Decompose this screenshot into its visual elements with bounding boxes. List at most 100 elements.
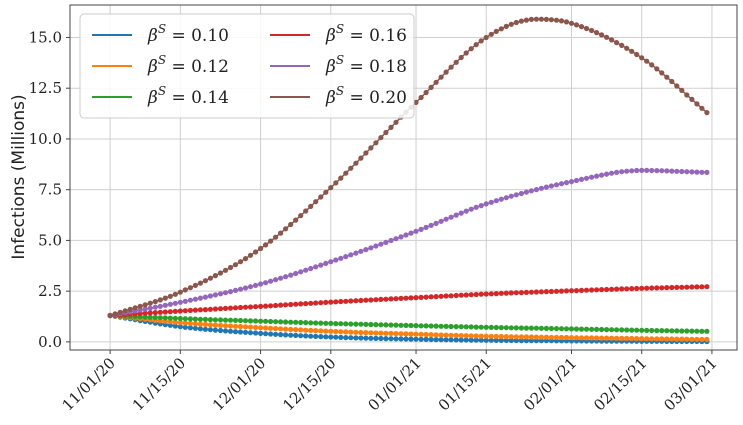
data-point	[589, 335, 595, 341]
data-point	[468, 292, 474, 298]
data-point	[368, 330, 374, 336]
data-point	[202, 278, 208, 284]
data-point	[358, 248, 364, 254]
data-point	[558, 288, 565, 294]
data-point	[207, 322, 213, 328]
y-tick-label: 15.0	[29, 28, 62, 46]
data-point	[157, 303, 163, 309]
legend: βS = 0.10 βS = 0.12 βS = 0.14 βS = 0.16 βS =…	[79, 13, 415, 119]
data-point	[172, 300, 178, 306]
data-point	[639, 336, 645, 342]
data-point	[463, 333, 469, 339]
data-point	[684, 284, 690, 290]
data-point	[689, 328, 695, 334]
legend-label: βS = 0.10	[147, 22, 229, 46]
data-point	[453, 337, 459, 343]
data-point	[664, 74, 670, 80]
x-tick-label: 01/01/21	[364, 354, 424, 414]
data-point	[573, 335, 580, 341]
data-point	[373, 330, 379, 336]
data-point	[338, 321, 344, 327]
x-tick-label: 11/01/20	[59, 354, 119, 414]
data-point	[694, 284, 700, 290]
data-point	[263, 303, 269, 309]
data-point	[513, 19, 519, 26]
data-point	[523, 17, 530, 23]
data-point	[488, 31, 494, 37]
data-point	[589, 27, 595, 34]
data-point	[308, 203, 314, 209]
legend-label: βS = 0.14	[147, 84, 229, 108]
data-point	[247, 304, 254, 310]
data-point	[242, 304, 249, 310]
data-point	[599, 335, 605, 341]
data-point	[408, 336, 414, 342]
data-point	[508, 337, 514, 344]
data-point	[679, 87, 685, 93]
data-point	[548, 17, 555, 23]
data-point	[247, 252, 254, 258]
data-point	[142, 302, 148, 308]
data-point	[669, 284, 675, 291]
data-point	[348, 165, 354, 171]
data-point	[308, 320, 314, 326]
data-point	[448, 337, 454, 343]
data-point	[563, 326, 570, 332]
data-point	[458, 54, 464, 61]
data-point	[258, 281, 264, 287]
data-point	[438, 74, 444, 80]
data-point	[543, 16, 550, 22]
data-point	[418, 336, 424, 342]
data-point	[253, 249, 259, 255]
data-point	[418, 294, 424, 300]
data-point	[694, 101, 700, 107]
data-point	[433, 79, 439, 85]
data-point	[127, 306, 133, 312]
data-point	[448, 332, 454, 338]
legend-label: βS = 0.18	[325, 53, 407, 77]
data-point	[388, 124, 394, 130]
data-point	[137, 311, 143, 317]
data-point	[679, 284, 685, 290]
data-point	[493, 324, 499, 331]
data-point	[288, 319, 294, 325]
data-point	[543, 289, 550, 295]
data-point	[122, 308, 128, 314]
data-point	[142, 310, 148, 316]
data-point	[488, 324, 494, 330]
data-point	[498, 325, 504, 331]
data-point	[448, 64, 454, 70]
data-point	[162, 315, 168, 321]
data-point	[443, 337, 449, 343]
data-point	[583, 326, 590, 332]
data-point	[222, 267, 229, 273]
data-point	[458, 210, 464, 216]
data-point	[147, 300, 153, 306]
data-point	[358, 297, 364, 304]
data-point	[654, 285, 660, 291]
data-point	[132, 305, 138, 311]
data-point	[473, 291, 479, 298]
data-point	[578, 326, 585, 332]
data-point	[318, 194, 324, 200]
data-point	[152, 304, 158, 310]
data-point	[649, 336, 655, 342]
data-point	[568, 288, 575, 294]
data-point	[333, 334, 339, 340]
data-point	[508, 334, 514, 340]
data-point	[253, 324, 259, 330]
data-point	[268, 238, 274, 244]
data-point	[187, 325, 193, 331]
data-point	[217, 306, 224, 312]
data-point	[418, 226, 424, 232]
data-point	[458, 292, 464, 298]
data-point	[383, 336, 389, 342]
data-point	[298, 269, 304, 275]
data-point	[207, 293, 213, 299]
data-point	[273, 325, 279, 332]
data-point	[378, 330, 384, 336]
data-point	[338, 298, 344, 305]
data-point	[152, 310, 158, 316]
data-point	[583, 287, 590, 293]
data-point	[654, 66, 660, 72]
